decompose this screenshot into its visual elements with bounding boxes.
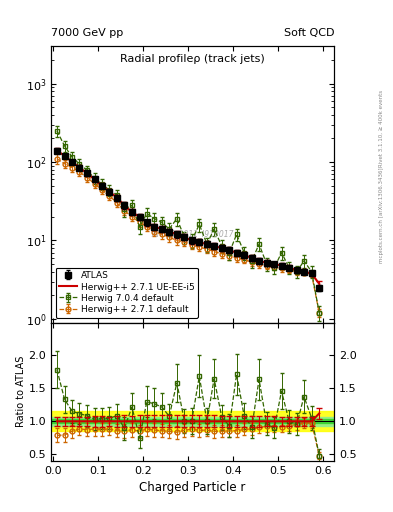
Herwig++ 2.7.1 UE-EE-i5	[212, 243, 217, 249]
Herwig++ 2.7.1 UE-EE-i5	[317, 281, 321, 287]
Herwig++ 2.7.1 UE-EE-i5	[272, 261, 277, 267]
Herwig++ 2.7.1 UE-EE-i5	[144, 219, 149, 225]
Text: Rivet 3.1.10, ≥ 400k events: Rivet 3.1.10, ≥ 400k events	[379, 90, 384, 166]
Herwig++ 2.7.1 UE-EE-i5	[107, 188, 112, 195]
Herwig++ 2.7.1 UE-EE-i5	[197, 239, 202, 245]
Herwig++ 2.7.1 UE-EE-i5	[99, 183, 104, 189]
Herwig++ 2.7.1 UE-EE-i5	[301, 269, 306, 275]
Herwig++ 2.7.1 UE-EE-i5	[264, 260, 269, 266]
Herwig++ 2.7.1 UE-EE-i5	[279, 263, 284, 269]
Herwig++ 2.7.1 UE-EE-i5	[287, 265, 292, 271]
Herwig++ 2.7.1 UE-EE-i5	[257, 258, 261, 264]
Text: Radial profileρ (track jets): Radial profileρ (track jets)	[120, 54, 265, 65]
Herwig++ 2.7.1 UE-EE-i5	[250, 255, 254, 261]
Line: Herwig++ 2.7.1 UE-EE-i5: Herwig++ 2.7.1 UE-EE-i5	[57, 151, 319, 284]
Text: 7000 GeV pp: 7000 GeV pp	[51, 28, 123, 38]
Herwig++ 2.7.1 UE-EE-i5	[182, 234, 187, 240]
Herwig++ 2.7.1 UE-EE-i5	[137, 214, 142, 220]
Bar	[51, 412, 334, 431]
Herwig++ 2.7.1 UE-EE-i5	[205, 241, 209, 247]
Herwig++ 2.7.1 UE-EE-i5	[309, 270, 314, 276]
Herwig++ 2.7.1 UE-EE-i5	[294, 267, 299, 273]
Text: ATLAS_2011_I919017: ATLAS_2011_I919017	[151, 229, 234, 239]
Herwig++ 2.7.1 UE-EE-i5	[55, 147, 59, 154]
Y-axis label: Ratio to ATLAS: Ratio to ATLAS	[16, 356, 26, 428]
Text: Soft QCD: Soft QCD	[284, 28, 334, 38]
Herwig++ 2.7.1 UE-EE-i5	[227, 247, 232, 253]
Bar	[51, 417, 334, 426]
Herwig++ 2.7.1 UE-EE-i5	[242, 252, 246, 258]
Herwig++ 2.7.1 UE-EE-i5	[219, 245, 224, 251]
Herwig++ 2.7.1 UE-EE-i5	[234, 249, 239, 255]
Herwig++ 2.7.1 UE-EE-i5	[84, 170, 89, 176]
Herwig++ 2.7.1 UE-EE-i5	[122, 202, 127, 208]
Herwig++ 2.7.1 UE-EE-i5	[189, 238, 194, 244]
Herwig++ 2.7.1 UE-EE-i5	[115, 195, 119, 201]
Herwig++ 2.7.1 UE-EE-i5	[70, 159, 75, 165]
Herwig++ 2.7.1 UE-EE-i5	[152, 224, 157, 230]
Herwig++ 2.7.1 UE-EE-i5	[62, 153, 67, 159]
Herwig++ 2.7.1 UE-EE-i5	[77, 164, 82, 170]
Herwig++ 2.7.1 UE-EE-i5	[167, 228, 172, 234]
Herwig++ 2.7.1 UE-EE-i5	[130, 209, 134, 215]
Bar	[51, 419, 334, 423]
Legend: ATLAS, Herwig++ 2.7.1 UE-EE-i5, Herwig 7.0.4 default, Herwig++ 2.7.1 default: ATLAS, Herwig++ 2.7.1 UE-EE-i5, Herwig 7…	[55, 268, 198, 318]
Herwig++ 2.7.1 UE-EE-i5	[92, 176, 97, 182]
Text: mcplots.cern.ch [arXiv:1306.3436]: mcplots.cern.ch [arXiv:1306.3436]	[379, 167, 384, 263]
Herwig++ 2.7.1 UE-EE-i5	[174, 231, 179, 238]
Herwig++ 2.7.1 UE-EE-i5	[160, 226, 164, 232]
X-axis label: Charged Particle r: Charged Particle r	[140, 481, 246, 494]
